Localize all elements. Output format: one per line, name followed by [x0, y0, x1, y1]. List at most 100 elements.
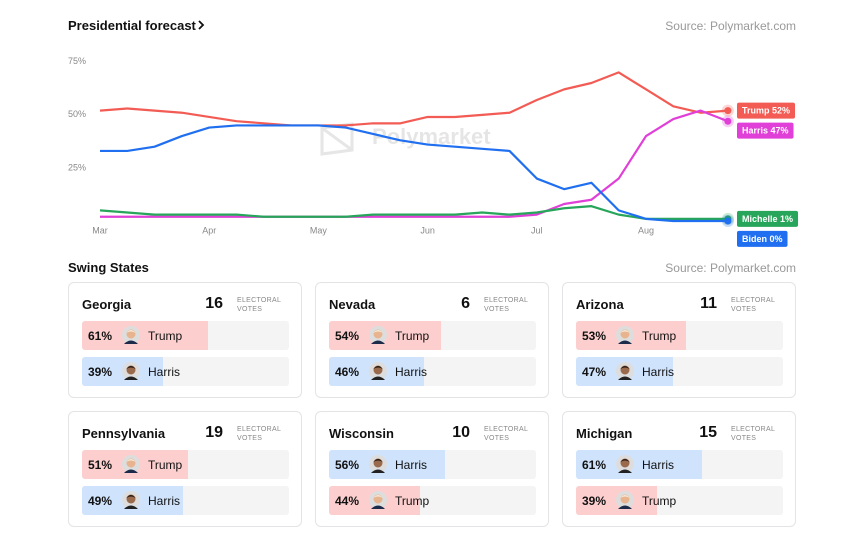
electoral-label-line: ELECTORAL [237, 297, 282, 304]
avatar [122, 362, 140, 380]
percent: 53% [582, 329, 607, 343]
state-card[interactable]: Georgia 16 ELECTORAL VOTES 61% Trump 39% Harris [68, 282, 302, 398]
end-label: Trump 52% [737, 102, 796, 119]
electoral-votes: 11 [700, 295, 717, 312]
end-dot [724, 217, 732, 225]
percent: 56% [335, 458, 360, 472]
candidate-name: Trump [148, 329, 183, 343]
avatar [122, 326, 140, 344]
electoral-label-line: ELECTORAL [731, 426, 776, 433]
candidate-row: 54% Trump [329, 321, 536, 350]
avatar [369, 491, 387, 509]
x-tick-label: Jul [531, 225, 543, 235]
candidate-row: 39% Harris [82, 357, 289, 386]
avatar [616, 491, 634, 509]
electoral-label: ELECTORAL VOTES [484, 296, 528, 314]
state-card[interactable]: Michigan 15 ELECTORAL VOTES 61% Harris 39% Trum… [562, 411, 796, 527]
candidate-row: 47% Harris [576, 357, 783, 386]
percent: 49% [88, 494, 113, 508]
state-name: Georgia [82, 297, 132, 312]
percent: 47% [582, 365, 607, 379]
end-label-text: Trump 52% [742, 105, 790, 115]
section-title: Swing States [68, 260, 149, 275]
electoral-label-line: VOTES [731, 435, 757, 442]
state-name: Nevada [329, 297, 376, 312]
chart: Polymarket 25%50%75%Mar Apr May Jun Jul AugTr… [68, 56, 799, 247]
percent: 54% [335, 329, 360, 343]
chevron-icon[interactable] [196, 19, 206, 31]
end-dot [724, 107, 732, 115]
electoral-label-line: VOTES [237, 306, 263, 313]
y-tick-label: 75% [68, 56, 86, 66]
candidate-name: Harris [395, 458, 427, 472]
electoral-label-line: VOTES [237, 435, 263, 442]
candidate-row: 39% Trump [576, 486, 783, 515]
x-tick-label: Apr [202, 225, 216, 235]
candidate-row: 44% Trump [329, 486, 536, 515]
candidate-name: Trump [148, 458, 183, 472]
candidate-name: Harris [148, 494, 180, 508]
percent: 44% [335, 494, 360, 508]
candidate-name: Trump [642, 329, 677, 343]
electoral-label: ELECTORAL VOTES [484, 425, 528, 443]
electoral-label-line: VOTES [731, 306, 757, 313]
end-label-text: Harris 47% [742, 125, 789, 135]
electoral-votes: 10 [452, 424, 470, 441]
candidate-name: Harris [642, 458, 674, 472]
candidate-name: Harris [148, 365, 180, 379]
electoral-label-line: ELECTORAL [237, 426, 282, 433]
end-label: Michelle 1% [737, 210, 799, 227]
end-label-text: Biden 0% [742, 234, 783, 244]
electoral-label-line: VOTES [484, 435, 510, 442]
candidate-name: Harris [642, 365, 674, 379]
end-label-text: Michelle 1% [742, 214, 793, 224]
state-card[interactable]: Nevada 6 ELECTORAL VOTES 54% Trump 46% Harris [315, 282, 549, 398]
state-name: Wisconsin [329, 426, 394, 441]
state-card[interactable]: Arizona 11 ELECTORAL VOTES 53% Trump 47% Harris [562, 282, 796, 398]
state-card[interactable]: Wisconsin 10 ELECTORAL VOTES 56% Harris 44% Tru… [315, 411, 549, 527]
candidate-row: 46% Harris [329, 357, 536, 386]
end-label-bg [737, 210, 799, 227]
x-tick-label: Mar [92, 225, 108, 235]
avatar [616, 455, 634, 473]
state-name: Pennsylvania [82, 426, 166, 441]
electoral-label: ELECTORAL VOTES [731, 425, 775, 443]
avatar [369, 455, 387, 473]
electoral-label-line: ELECTORAL [484, 297, 529, 304]
percent: 39% [582, 494, 607, 508]
candidate-row: 61% Trump [82, 321, 289, 350]
candidate-row: 61% Harris [576, 450, 783, 479]
x-tick-label: Jun [420, 225, 435, 235]
bar [82, 321, 209, 350]
end-label: Harris 47% [737, 122, 794, 139]
percent: 46% [335, 365, 360, 379]
x-tick-label: May [310, 225, 328, 235]
electoral-votes: 19 [205, 424, 223, 441]
state-card[interactable]: Pennsylvania 19 ELECTORAL VOTES 51% Trump 49% H… [68, 411, 302, 527]
electoral-label-line: VOTES [484, 306, 510, 313]
avatar [122, 491, 140, 509]
state-name: Michigan [576, 426, 633, 441]
x-tick-label: Aug [638, 225, 654, 235]
y-tick-label: 50% [68, 109, 86, 119]
candidate-row: 56% Harris [329, 450, 536, 479]
source: Source: Polymarket.com [665, 19, 796, 33]
electoral-label-line: ELECTORAL [731, 297, 776, 304]
candidate-row: 51% Trump [82, 450, 289, 479]
line [100, 109, 729, 218]
electoral-votes: 6 [461, 295, 470, 312]
end-label-bg [737, 122, 794, 139]
bar [576, 450, 703, 479]
avatar [369, 326, 387, 344]
line [100, 124, 728, 223]
avatar [369, 362, 387, 380]
end-label: Biden 0% [737, 230, 788, 247]
percent: 51% [88, 458, 113, 472]
avatar [122, 455, 140, 473]
end-label-bg [737, 230, 788, 247]
chart-title[interactable]: Presidential forecast [68, 18, 196, 33]
electoral-votes: 16 [205, 295, 223, 312]
avatar [616, 326, 634, 344]
electoral-votes: 15 [699, 424, 717, 441]
